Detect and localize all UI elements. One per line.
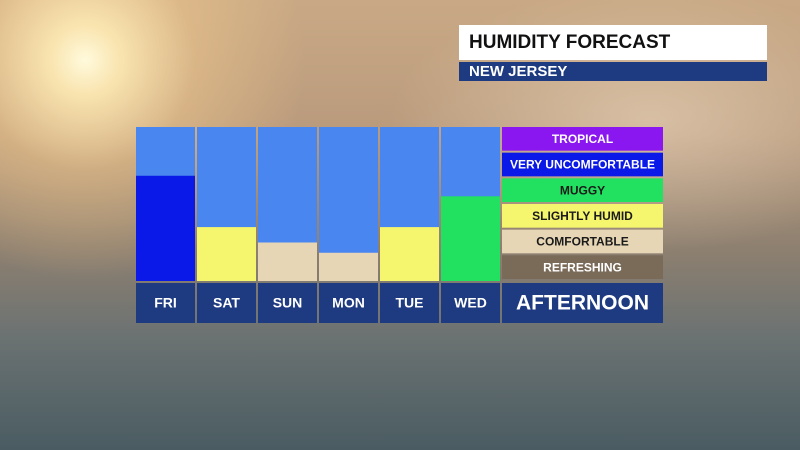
- day-label-box: [136, 283, 195, 323]
- x-tick-label: SAT: [213, 295, 240, 311]
- x-tick-label: TUE: [396, 295, 424, 311]
- bar: [319, 252, 378, 281]
- legend-swatch: [502, 178, 663, 202]
- subtitle-box: [459, 62, 767, 81]
- day-label-box: [258, 283, 317, 323]
- chart-title: HUMIDITY FORECAST: [469, 32, 671, 53]
- bar: [258, 242, 317, 281]
- legend-label: REFRESHING: [543, 260, 622, 274]
- x-tick-label: SUN: [273, 295, 303, 311]
- x-tick-label: WED: [454, 295, 487, 311]
- bar: [136, 175, 195, 281]
- legend-label: SLIGHTLY HUMID: [532, 209, 633, 223]
- day-label-box: [441, 283, 500, 323]
- x-tick-label: FRI: [154, 295, 177, 311]
- legend-label: TROPICAL: [552, 132, 613, 146]
- day-label-box: [197, 283, 256, 323]
- legend-swatch: [502, 255, 663, 279]
- legend-swatch: [502, 152, 663, 177]
- bar: [380, 227, 439, 281]
- legend-label: VERY UNCOMFORTABLE: [510, 158, 655, 172]
- period-label-box: [502, 283, 663, 323]
- x-tick-label: MON: [332, 295, 365, 311]
- legend-label: MUGGY: [560, 183, 605, 197]
- legend-label: COMFORTABLE: [536, 235, 628, 249]
- legend-swatch: [502, 204, 663, 228]
- bar: [441, 196, 500, 281]
- legend-swatch: [502, 229, 663, 254]
- day-label-box: [380, 283, 439, 323]
- chart-subtitle: NEW JERSEY: [469, 63, 567, 80]
- title-box: [459, 25, 767, 60]
- bar: [197, 227, 256, 281]
- legend-swatch: [502, 127, 663, 151]
- day-label-box: [319, 283, 378, 323]
- period-label: AFTERNOON: [516, 292, 649, 315]
